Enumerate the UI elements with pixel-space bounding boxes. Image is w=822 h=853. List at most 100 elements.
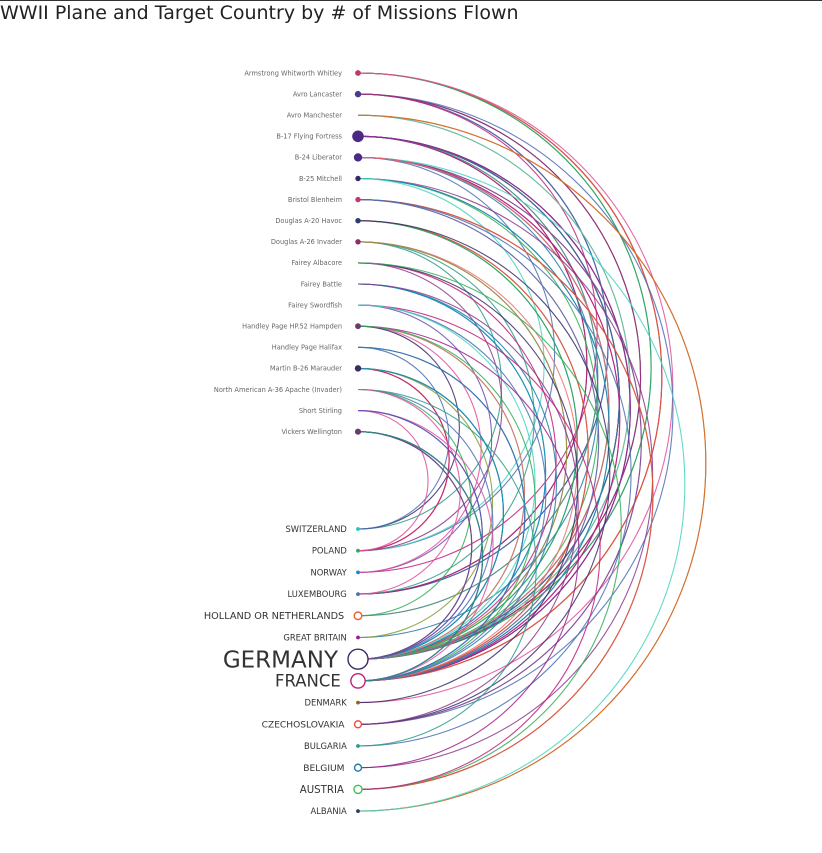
country-node[interactable]: [356, 744, 360, 748]
country-label: GERMANY: [223, 647, 339, 673]
mission-arc: [357, 93, 609, 595]
plane-label: Armstrong Whitworth Whitley: [244, 69, 342, 77]
plane-node[interactable]: [355, 196, 361, 203]
country-node[interactable]: [356, 527, 360, 531]
plane-label: Fairey Battle: [301, 280, 342, 288]
mission-arc: [357, 283, 557, 682]
mission-arc: [357, 156, 556, 552]
arc-layer: [357, 72, 707, 812]
plane-node[interactable]: [354, 428, 362, 435]
country-label: FRANCE: [275, 672, 341, 691]
country-label: BULGARIA: [304, 741, 347, 751]
plane-label: B-24 Liberator: [295, 154, 343, 162]
mission-arc: [357, 241, 535, 595]
mission-arc: [357, 156, 610, 660]
top-rule: [0, 0, 822, 1]
mission-arc: [357, 241, 579, 682]
country-label: BELGIUM: [303, 764, 344, 774]
country-label: NORWAY: [310, 567, 347, 577]
mission-arc: [357, 388, 461, 595]
country-label: AUSTRIA: [300, 785, 344, 796]
country-label: DENMARK: [305, 698, 348, 708]
country-node[interactable]: [353, 611, 363, 621]
plane-node[interactable]: [354, 365, 362, 372]
country-node[interactable]: [347, 648, 369, 670]
mission-arc: [357, 177, 545, 552]
country-label: ALBANIA: [310, 806, 347, 816]
mission-arc: [357, 262, 503, 552]
country-node[interactable]: [353, 784, 363, 795]
label-layer: Armstrong Whitworth Whitley Avro Lancaste…: [204, 69, 348, 816]
country-label: HOLLAND OR NETHERLANDS: [204, 611, 344, 622]
mission-arc: [357, 325, 580, 769]
plane-node[interactable]: [355, 175, 361, 182]
plane-label: B-17 Flying Fortress: [276, 133, 342, 141]
chart-title: WWII Plane and Target Country by # of Mi…: [0, 2, 519, 24]
plane-node[interactable]: [352, 130, 364, 143]
country-node[interactable]: [356, 809, 360, 813]
plane-node[interactable]: [353, 153, 363, 162]
country-node[interactable]: [356, 570, 360, 575]
country-node[interactable]: [356, 700, 360, 705]
country-label: POLAND: [312, 546, 347, 556]
mission-arc: [357, 93, 609, 595]
mission-arc: [357, 304, 601, 790]
mission-arc: [357, 410, 483, 660]
mission-arc: [357, 283, 547, 660]
mission-arc: [357, 346, 526, 682]
mission-arc: [357, 346, 450, 530]
plane-label: Avro Lancaster: [293, 90, 342, 98]
plane-label: Douglas A-20 Havoc: [275, 217, 342, 225]
mission-arc: [357, 114, 707, 812]
plane-label: Short Stirling: [299, 407, 342, 415]
country-node[interactable]: [350, 673, 366, 689]
mission-arc: [357, 199, 654, 790]
plane-node[interactable]: [355, 239, 361, 245]
mission-arc: [357, 156, 642, 725]
mission-arc: [357, 304, 493, 573]
plane-label: North American A-36 Apache (Invader): [214, 386, 342, 394]
mission-arc: [357, 135, 631, 682]
mission-arc: [357, 410, 429, 552]
country-node[interactable]: [356, 592, 360, 596]
country-node[interactable]: [356, 635, 360, 640]
mission-arc: [357, 367, 504, 660]
plane-label: Douglas A-26 Invader: [271, 238, 342, 246]
mission-arc: [357, 199, 632, 747]
mission-arc: [357, 304, 547, 682]
plane-label: Vickers Wellington: [281, 428, 342, 436]
mission-arc: [357, 199, 600, 682]
plane-label: Fairey Albacore: [291, 259, 342, 267]
mission-arc: [357, 388, 494, 660]
country-node[interactable]: [353, 720, 363, 729]
mission-arc: [357, 177, 610, 682]
mission-arc: [357, 410, 494, 682]
mission-arc: [357, 283, 547, 660]
plane-label: Fairey Swordfish: [288, 301, 342, 309]
plane-node[interactable]: [355, 218, 361, 224]
mission-arc: [357, 241, 503, 530]
mission-arc: [357, 325, 460, 530]
mission-arc: [357, 367, 450, 552]
plane-node[interactable]: [355, 70, 361, 76]
mission-arc: [357, 156, 621, 682]
mission-arc: [357, 93, 674, 725]
country-label: GREAT BRITAIN: [283, 632, 346, 642]
country-label: SWITZERLAND: [285, 524, 346, 534]
mission-arc: [357, 241, 568, 660]
mission-arc: [357, 114, 707, 812]
mission-arc: [357, 262, 579, 704]
plane-label: Avro Manchester: [287, 112, 343, 120]
mission-arc: [357, 431, 473, 660]
country-node[interactable]: [353, 763, 363, 772]
plane-node[interactable]: [354, 90, 362, 98]
plane-label: Handley Page Halifax: [272, 344, 342, 352]
mission-arc: [357, 72, 663, 682]
mission-arc: [357, 156, 686, 812]
mission-arc: [357, 262, 557, 660]
mission-arc: [357, 72, 674, 704]
mission-arc: [357, 304, 536, 660]
country-node[interactable]: [356, 548, 360, 553]
plane-node[interactable]: [355, 323, 361, 330]
